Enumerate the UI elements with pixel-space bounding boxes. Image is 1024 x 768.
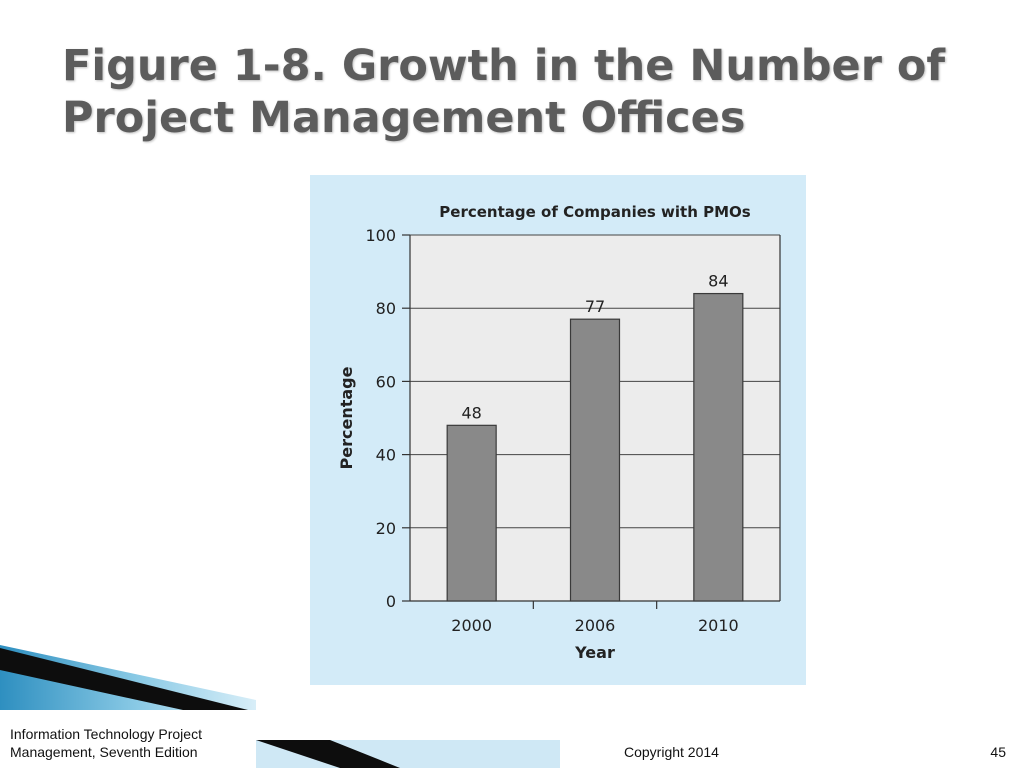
bar-value-label: 84 bbox=[708, 272, 728, 291]
x-tick-label: 2006 bbox=[575, 616, 616, 635]
x-axis-title: Year bbox=[574, 643, 615, 662]
decor-white-footer-block bbox=[0, 710, 256, 768]
footer-copyright: Copyright 2014 bbox=[624, 744, 719, 760]
bar-chart: 0 20 40 60 80 100 48 2000 77 2006 84 2010 Percentage… bbox=[337, 203, 781, 662]
y-tick-label: 80 bbox=[376, 299, 396, 318]
bar bbox=[693, 292, 744, 602]
y-axis-title: Percentage bbox=[337, 366, 356, 469]
figure-panel: 0 20 40 60 80 100 48 2000 77 2006 84 2010 Percentage… bbox=[310, 175, 806, 685]
slide-title-line: Project Management Offices bbox=[62, 93, 746, 144]
footer-book-title: Information Technology Project Managemen… bbox=[10, 725, 270, 761]
bar-value-label: 48 bbox=[461, 403, 481, 422]
page-number: 45 bbox=[990, 744, 1006, 760]
y-tick-label: 60 bbox=[376, 372, 396, 391]
footer-book-title-line: Management, Seventh Edition bbox=[10, 744, 198, 760]
y-tick-label: 0 bbox=[386, 592, 396, 611]
bar bbox=[569, 318, 621, 602]
y-tick-label: 100 bbox=[365, 226, 396, 245]
footer-decor-stripes bbox=[0, 645, 560, 768]
x-tick-label: 2000 bbox=[451, 616, 492, 635]
y-tick-label: 40 bbox=[376, 446, 396, 465]
x-tick-label: 2010 bbox=[698, 616, 739, 635]
bar bbox=[446, 424, 497, 602]
slide-title: Figure 1-8. Growth in the Number of Proj… bbox=[62, 40, 982, 145]
footer-book-title-line: Information Technology Project bbox=[10, 726, 202, 742]
decor-dark-stripe-lower bbox=[256, 740, 400, 768]
slide-title-line: Figure 1-8. Growth in the Number of bbox=[62, 41, 946, 91]
decor-dark-stripe bbox=[0, 648, 256, 726]
y-tick-label: 20 bbox=[376, 519, 396, 538]
chart-title: Percentage of Companies with PMOs bbox=[439, 203, 750, 221]
bar-value-label: 77 bbox=[585, 297, 605, 316]
